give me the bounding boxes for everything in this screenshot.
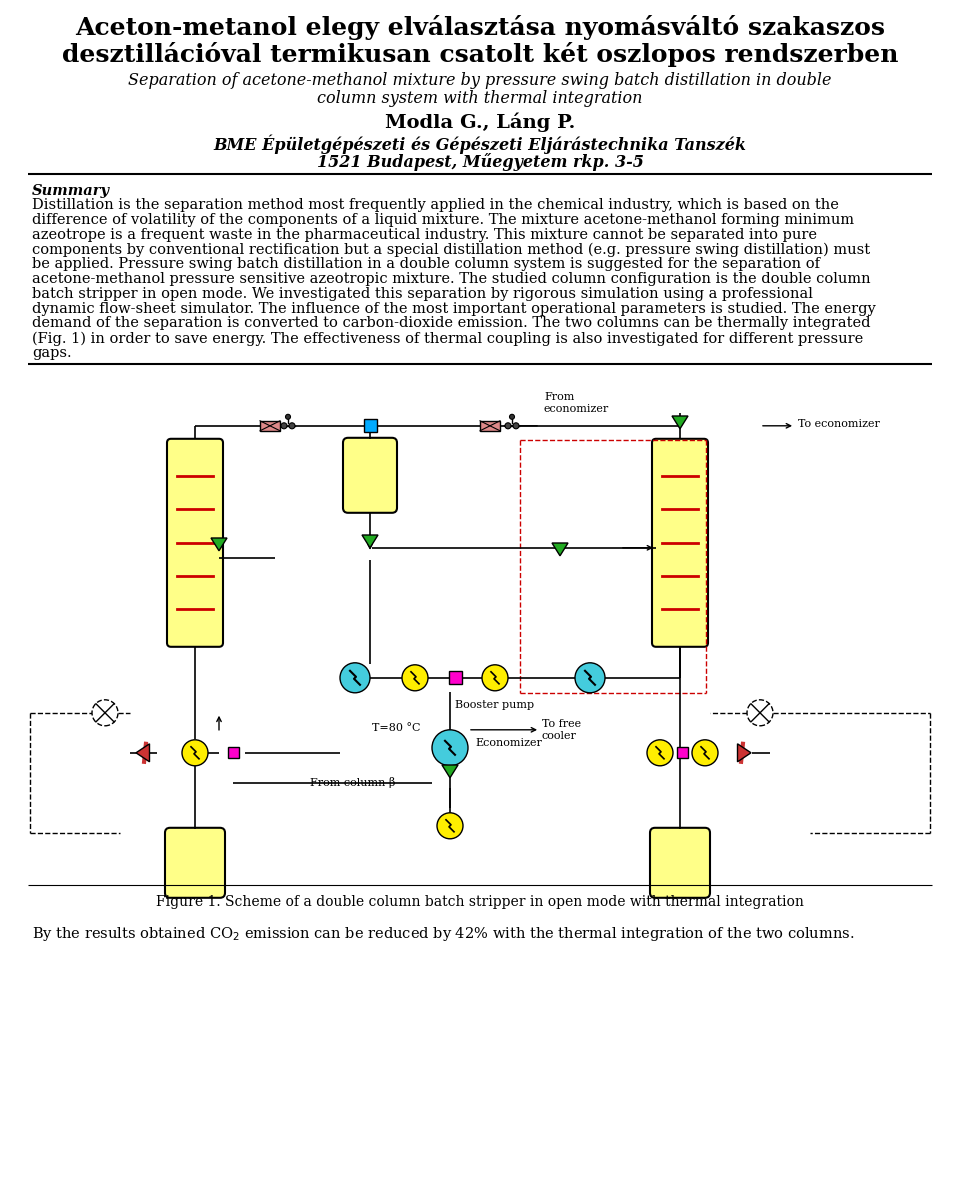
Polygon shape (362, 535, 378, 548)
Text: desztillációval termikusan csatolt két oszlopos rendszerben: desztillációval termikusan csatolt két o… (61, 42, 899, 67)
Text: be applied. Pressure swing batch distillation in a double column system is sugge: be applied. Pressure swing batch distill… (32, 257, 820, 271)
Text: From column β: From column β (310, 777, 395, 788)
Text: From
economizer: From economizer (544, 392, 610, 413)
Circle shape (510, 415, 515, 419)
Circle shape (432, 730, 468, 766)
Text: column system with thermal integration: column system with thermal integration (318, 90, 642, 107)
Polygon shape (737, 743, 751, 762)
Text: To free
cooler: To free cooler (542, 719, 581, 741)
Text: T=80 °C: T=80 °C (372, 723, 420, 733)
Text: Separation of acetone-methanol mixture by pressure swing batch distillation in d: Separation of acetone-methanol mixture b… (129, 72, 831, 90)
Circle shape (289, 423, 295, 429)
Circle shape (647, 740, 673, 766)
Circle shape (513, 423, 519, 429)
Circle shape (340, 663, 370, 693)
Text: 1521 Budapest, Műegyetem rkp. 3-5: 1521 Budapest, Műegyetem rkp. 3-5 (317, 153, 643, 171)
Text: Aceton-metanol elegy elválasztása nyomásváltó szakaszos: Aceton-metanol elegy elválasztása nyomás… (75, 15, 885, 40)
Bar (448, 671, 462, 684)
Circle shape (281, 423, 287, 429)
FancyBboxPatch shape (165, 828, 225, 898)
Circle shape (692, 740, 718, 766)
Circle shape (482, 664, 508, 690)
Text: gaps.: gaps. (32, 346, 72, 360)
Text: dynamic flow-sheet simulator. The influence of the most important operational pa: dynamic flow-sheet simulator. The influe… (32, 302, 876, 316)
Bar (260, 421, 280, 431)
Circle shape (182, 740, 208, 766)
Polygon shape (672, 416, 688, 429)
Polygon shape (552, 543, 568, 556)
Text: azeotrope is a frequent waste in the pharmaceutical industry. This mixture canno: azeotrope is a frequent waste in the pha… (32, 227, 817, 241)
Circle shape (505, 423, 511, 429)
Text: By the results obtained CO$_2$ emission can be reduced by 42% with the thermal i: By the results obtained CO$_2$ emission … (32, 925, 854, 942)
FancyBboxPatch shape (650, 828, 710, 898)
Text: components by conventional rectification but a special distillation method (e.g.: components by conventional rectification… (32, 243, 870, 257)
Circle shape (747, 700, 773, 726)
Text: To economizer: To economizer (798, 419, 880, 429)
Bar (364, 419, 376, 432)
Text: Summary: Summary (32, 184, 110, 198)
Text: Booster pump: Booster pump (455, 700, 535, 710)
Text: acetone-methanol pressure sensitive azeotropic mixture. The studied column confi: acetone-methanol pressure sensitive azeo… (32, 272, 871, 286)
Bar (677, 747, 687, 759)
Circle shape (575, 663, 605, 693)
FancyBboxPatch shape (343, 438, 397, 512)
FancyBboxPatch shape (167, 438, 223, 647)
Text: Modla G., Láng P.: Modla G., Láng P. (385, 112, 575, 132)
Text: (Fig. 1) in order to save energy. The effectiveness of thermal coupling is also : (Fig. 1) in order to save energy. The ef… (32, 331, 863, 345)
Polygon shape (136, 743, 150, 762)
Bar (480, 421, 500, 431)
Polygon shape (211, 538, 227, 551)
Circle shape (285, 415, 291, 419)
Text: Distillation is the separation method most frequently applied in the chemical in: Distillation is the separation method mo… (32, 198, 839, 212)
Text: demand of the separation is converted to carbon-dioxide emission. The two column: demand of the separation is converted to… (32, 317, 871, 330)
Circle shape (92, 700, 118, 726)
Text: BME Épületgépészeti és Gépészeti Eljárástechnika Tanszék: BME Épületgépészeti és Gépészeti Eljárás… (213, 134, 747, 153)
Circle shape (402, 664, 428, 690)
Polygon shape (442, 765, 458, 777)
Bar (228, 747, 238, 759)
Text: Figure 1. Scheme of a double column batch stripper in open mode with thermal int: Figure 1. Scheme of a double column batc… (156, 895, 804, 908)
Text: Economizer: Economizer (475, 737, 541, 748)
FancyBboxPatch shape (652, 438, 708, 647)
Text: difference of volatility of the components of a liquid mixture. The mixture acet: difference of volatility of the componen… (32, 213, 854, 227)
Circle shape (437, 813, 463, 839)
Text: batch stripper in open mode. We investigated this separation by rigorous simulat: batch stripper in open mode. We investig… (32, 286, 813, 300)
